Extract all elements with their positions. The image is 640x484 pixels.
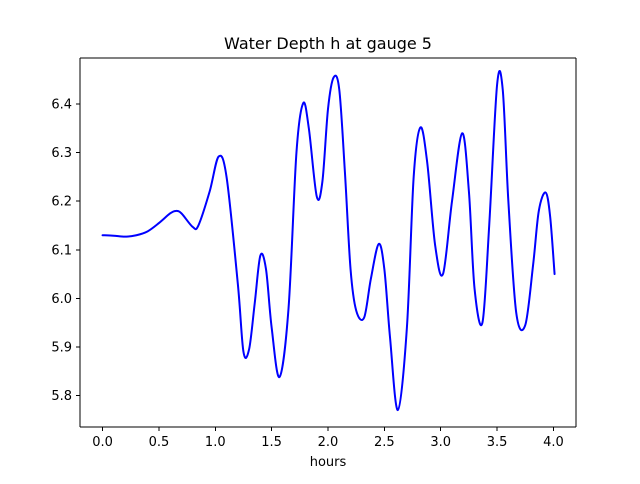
y-tick-label: 5.9	[51, 340, 72, 355]
y-tick-label: 6.1	[51, 243, 72, 258]
y-tick-label: 6.2	[51, 195, 72, 210]
x-tick-label: 2.0	[318, 435, 339, 450]
x-tick-label: 1.0	[205, 435, 226, 450]
chart-title: Water Depth h at gauge 5	[224, 34, 432, 53]
y-tick-label: 6.0	[51, 292, 72, 307]
x-tick-label: 3.0	[430, 435, 451, 450]
x-tick-label: 3.5	[487, 435, 508, 450]
x-tick-label: 1.5	[261, 435, 282, 450]
x-axis-title: hours	[310, 455, 347, 470]
x-tick-label: 2.5	[374, 435, 395, 450]
axes-layer: 0.0 0.5 1.0 1.5 2.0 2.5 3.0 3.5 4.0 5.8 5.9 6.0 6.1 6…	[51, 57, 577, 450]
x-tick-label: 4.0	[543, 435, 564, 450]
series-line-0	[101, 70, 556, 412]
y-tick-label: 6.3	[51, 146, 72, 161]
plot-layer	[80, 58, 576, 427]
x-tick-label: 0.5	[149, 435, 170, 450]
x-tick-label: 0.0	[92, 435, 113, 450]
y-tick-label: 6.4	[51, 98, 72, 113]
y-tick-label: 5.8	[51, 389, 72, 404]
